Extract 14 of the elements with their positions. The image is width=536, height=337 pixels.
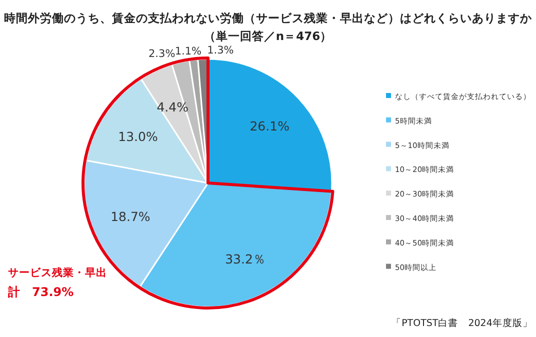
- data-label: 2.3%: [148, 48, 176, 60]
- pie-slice: [207, 58, 333, 192]
- text: 計 73.9%: [7, 285, 74, 299]
- data-label: 26.1%: [250, 118, 290, 134]
- data-label: 1.1%: [174, 46, 202, 58]
- chart-subtitle: （単一回答／n＝476）: [204, 29, 332, 43]
- data-label: 13.0%: [118, 128, 158, 144]
- data-label: 4.4%: [156, 99, 189, 114]
- data-label: 18.7%: [110, 209, 150, 224]
- data-label: 1.3%: [207, 44, 234, 57]
- chart-title: 時間外労働のうち、賃金の支払われない労働（サービス残業・早出など）はどれくらいありますか: [4, 11, 533, 25]
- text: サービス残業・早出: [8, 266, 107, 279]
- data-label: 33.2％: [225, 252, 266, 267]
- text: 「PTOTST白書 2024年度版」: [392, 317, 532, 329]
